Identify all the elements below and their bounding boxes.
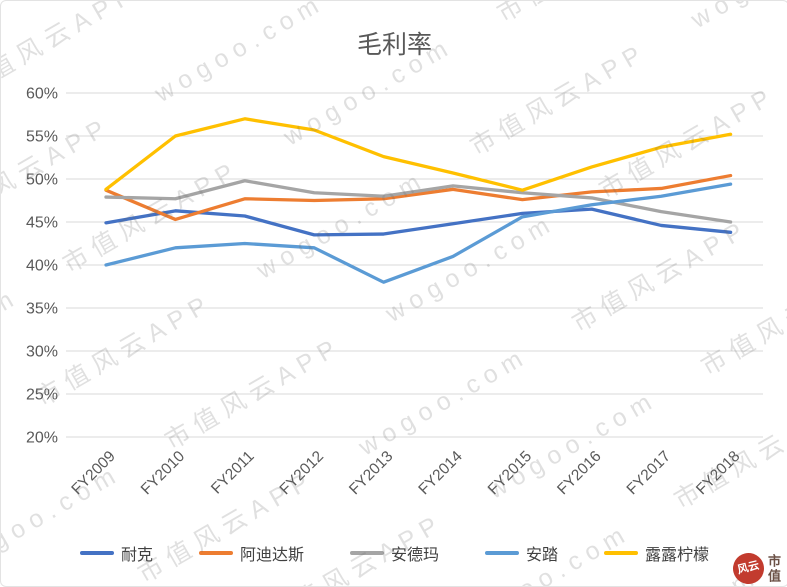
- series-line-4: [104, 182, 733, 284]
- legend-swatch-icon: [79, 551, 114, 555]
- brand-seal-side-text: 市值: [766, 553, 781, 584]
- brand-seal-icon: 风云: [729, 549, 768, 586]
- x-axis-tick-label: FY2009: [68, 448, 118, 498]
- x-axis-tick-label: FY2015: [485, 448, 535, 498]
- x-axis-tick-label: FY2013: [346, 448, 396, 498]
- line-chart: 20% 25% 30% 35% 40% 45% 50% 55% 60% FY2009 FY2010 F…: [26, 86, 763, 499]
- series-line-3: [104, 179, 733, 224]
- legend-item-3: 安德玛: [349, 541, 439, 565]
- x-axis-tick-label: FY2018: [693, 448, 743, 498]
- series-line-5: [104, 117, 733, 192]
- legend-item-5: 露露柠檬: [604, 541, 709, 565]
- legend-label: 耐克: [120, 547, 153, 564]
- x-axis-tick-label: FY2016: [554, 448, 604, 498]
- y-axis-tick-label: 45%: [26, 215, 58, 232]
- legend-label: 安德玛: [390, 547, 439, 564]
- y-axis-tick-label: 25%: [26, 387, 58, 404]
- legend-item-4: 安踏: [485, 541, 558, 565]
- legend-swatch-icon: [198, 551, 233, 555]
- brand-logo: 风云 市值: [729, 549, 787, 586]
- chart-legend: 耐克 阿迪达斯 安德玛 安踏 露露柠檬: [1, 541, 787, 565]
- y-axis-tick-label: 50%: [26, 172, 58, 189]
- legend-item-1: 耐克: [79, 541, 153, 565]
- x-axis-tick-label: FY2017: [624, 448, 674, 498]
- watermark-text: 市值风云APP wogoo.com 市值风云APP wogoo.com 市值风云…: [1, 370, 787, 586]
- legend-label: 阿迪达斯: [239, 547, 304, 564]
- legend-label: 露露柠檬: [645, 547, 710, 564]
- y-axis-tick-label: 60%: [26, 86, 58, 103]
- x-axis-tick-label: FY2014: [415, 448, 466, 499]
- x-axis-tick-label: FY2010: [138, 448, 189, 499]
- chart-title: 毛利率: [356, 31, 432, 59]
- legend-swatch-icon: [349, 551, 384, 555]
- x-axis-tick-label: FY2012: [277, 448, 327, 498]
- y-axis-tick-label: 40%: [26, 258, 58, 275]
- y-axis-tick-label: 55%: [26, 129, 58, 146]
- x-axis-tick-label: FY2011: [208, 448, 258, 498]
- y-axis-tick-label: 35%: [26, 301, 58, 318]
- series-line-2: [104, 173, 733, 222]
- legend-swatch-icon: [604, 551, 639, 555]
- y-axis-tick-label: 20%: [26, 430, 58, 447]
- legend-label: 安踏: [526, 547, 559, 564]
- series-line-1: [104, 207, 733, 237]
- y-axis-tick-label: 30%: [26, 344, 58, 361]
- legend-swatch-icon: [485, 551, 519, 555]
- legend-item-2: 阿迪达斯: [198, 541, 304, 565]
